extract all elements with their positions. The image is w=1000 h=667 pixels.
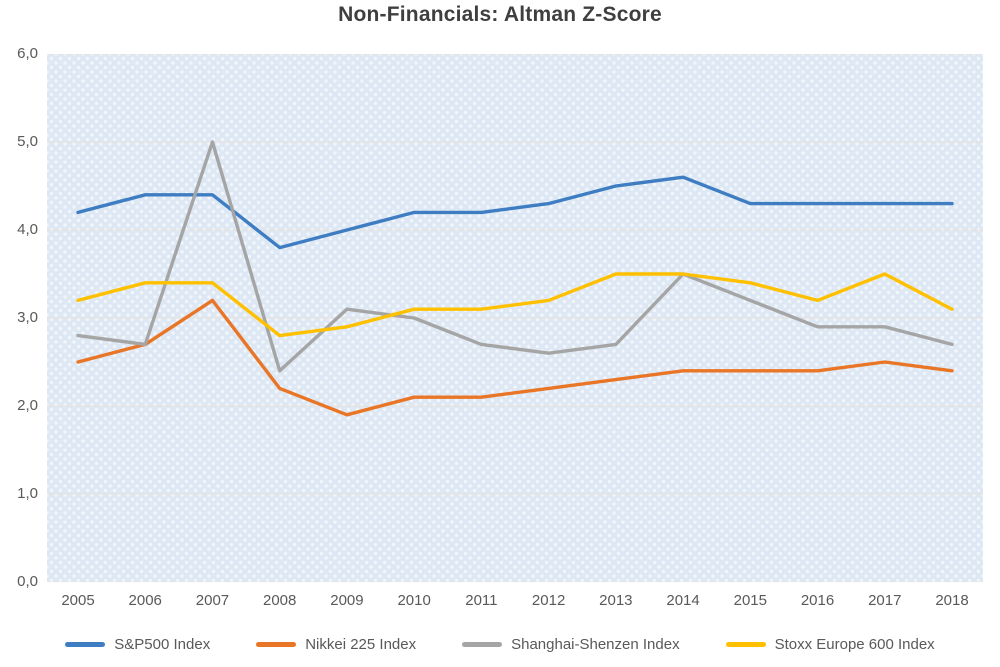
legend-label: Nikkei 225 Index xyxy=(305,636,417,653)
x-tick-label: 2012 xyxy=(531,592,566,609)
x-tick-label: 2014 xyxy=(666,592,700,609)
y-tick-label: 2,0 xyxy=(17,397,38,414)
y-tick-label: 4,0 xyxy=(17,221,38,238)
legend-marker-nikkei-225-index xyxy=(256,642,297,647)
x-tick-label: 2008 xyxy=(263,592,297,609)
legend-item-stoxx-europe-600-index: Stoxx Europe 600 Index xyxy=(725,636,935,653)
series-line-stoxx-europe-600-index xyxy=(76,272,954,338)
legend-item-s-p500-index: S&P500 Index xyxy=(65,636,210,653)
x-tick-label: 2011 xyxy=(465,592,498,609)
x-tick-label: 2006 xyxy=(128,592,162,609)
x-tick-label: 2009 xyxy=(330,592,364,609)
legend-label: S&P500 Index xyxy=(114,636,211,653)
x-tick-label: 2018 xyxy=(935,592,969,609)
legend-item-shanghai-shenzen-index: Shanghai-Shenzen Index xyxy=(462,636,680,653)
x-tick-label: 2010 xyxy=(397,592,431,609)
x-tick-label: 2017 xyxy=(868,592,902,609)
legend-label: Shanghai-Shenzen Index xyxy=(511,636,680,653)
legend-marker-s-p500-index xyxy=(65,642,106,647)
legend-label: Stoxx Europe 600 Index xyxy=(774,636,935,653)
series-line-s-p500-index xyxy=(76,175,954,250)
legend-item-nikkei-225-index: Nikkei 225 Index xyxy=(256,636,416,653)
legend-marker-shanghai-shenzen-index xyxy=(462,642,503,647)
x-tick-label: 2016 xyxy=(800,592,835,609)
plot-area xyxy=(47,54,983,582)
chart-legend: S&P500 Index Nikkei 225 Index Shanghai-She… xyxy=(0,636,1000,653)
y-tick-label: 0,0 xyxy=(17,573,38,590)
y-tick-label: 3,0 xyxy=(17,309,38,326)
legend-marker-stoxx-europe-600-index xyxy=(725,642,766,647)
y-tick-label: 1,0 xyxy=(17,485,38,502)
series-line-shanghai-shenzen-index xyxy=(76,140,954,373)
chart-canvas xyxy=(47,54,983,582)
x-tick-label: 2007 xyxy=(195,592,230,609)
x-tick-label: 2005 xyxy=(61,592,95,609)
chart-title: Non-Financials: Altman Z-Score xyxy=(338,3,662,26)
x-tick-label: 2013 xyxy=(599,592,633,609)
y-tick-label: 5,0 xyxy=(17,133,38,150)
y-tick-label: 6,0 xyxy=(17,45,38,62)
x-tick-label: 2015 xyxy=(733,592,767,609)
series-line-nikkei-225-index xyxy=(76,298,954,417)
